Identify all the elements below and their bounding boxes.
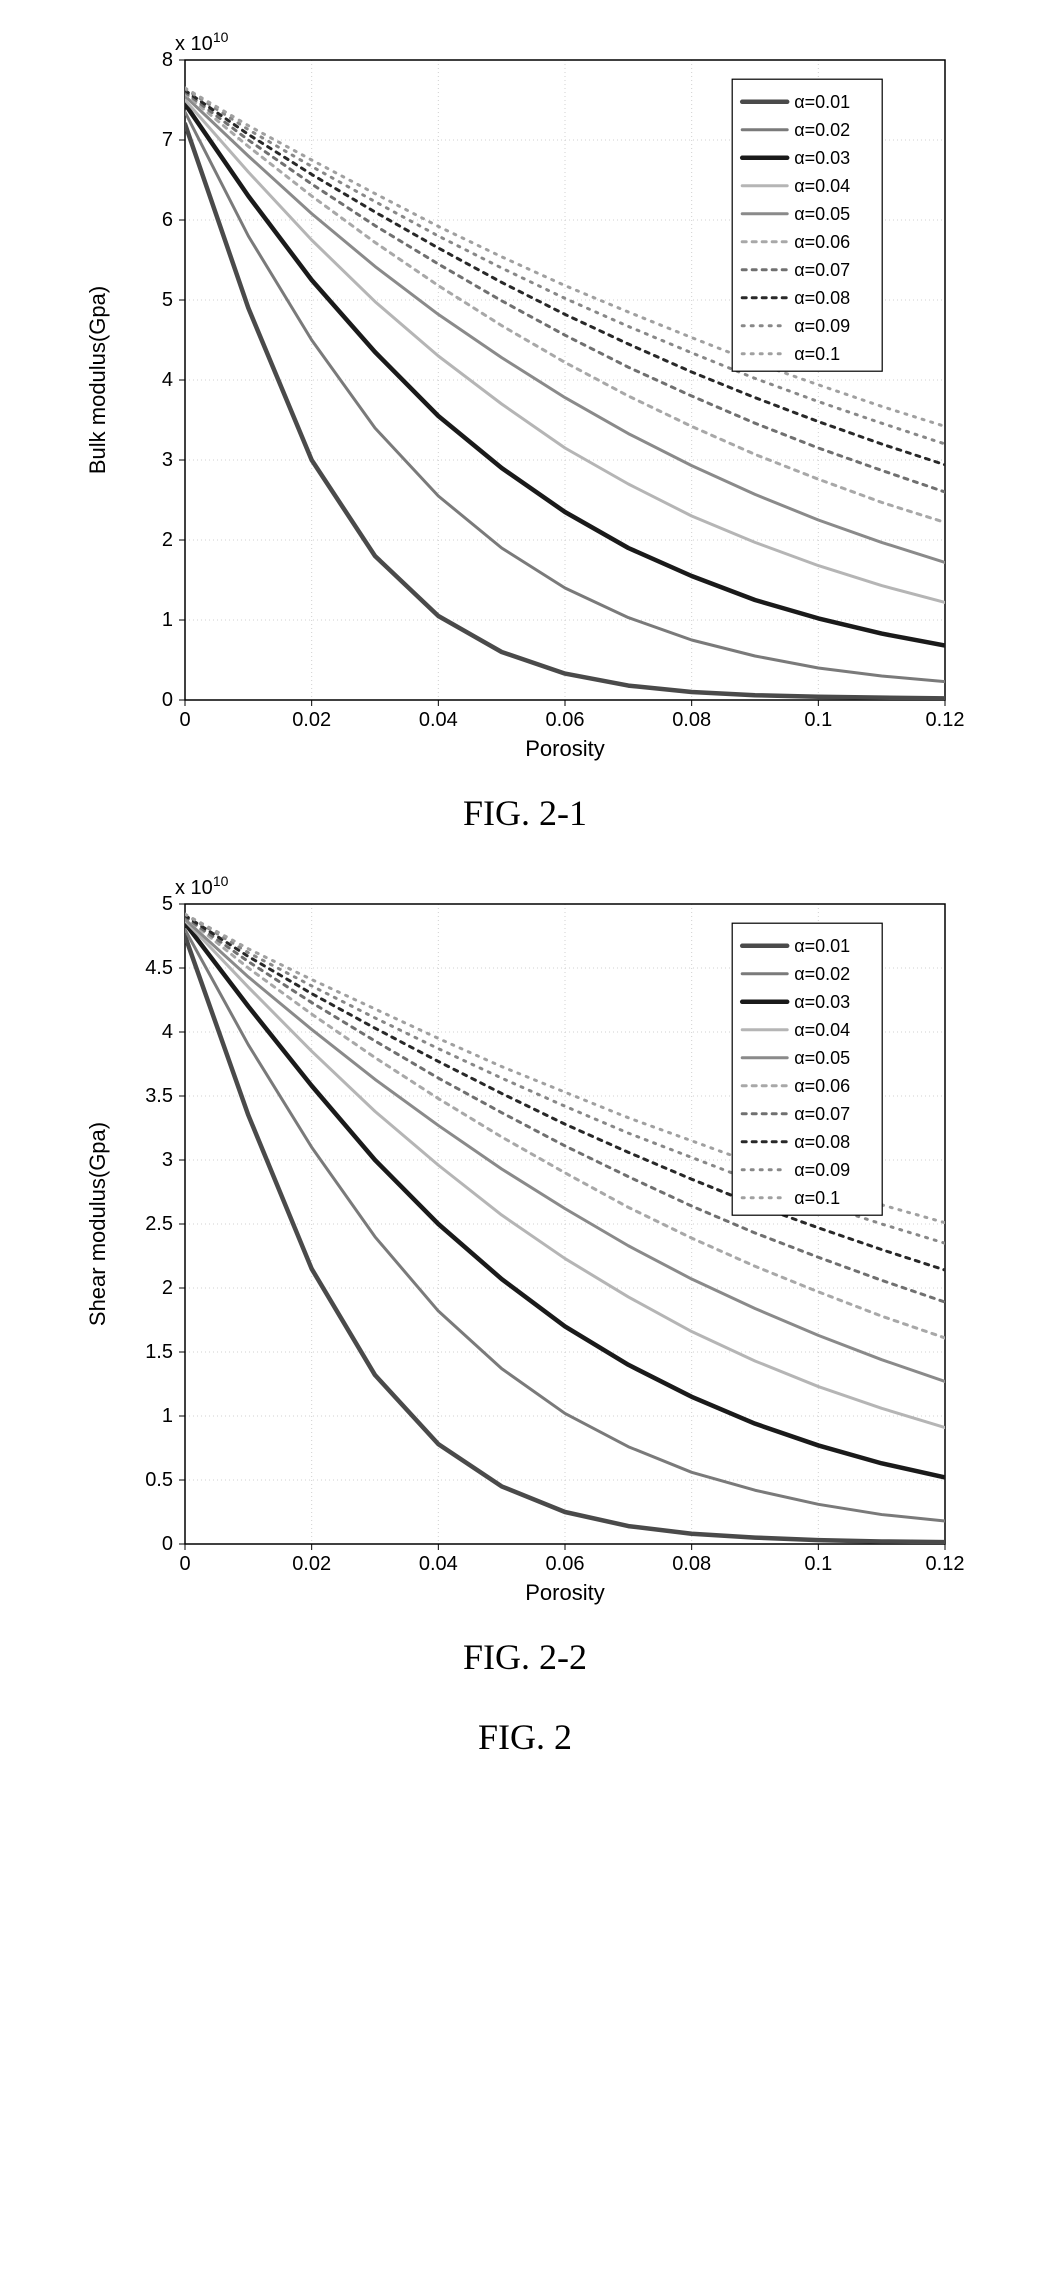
- svg-text:1: 1: [162, 609, 173, 631]
- svg-text:x 1010: x 1010: [175, 873, 229, 899]
- svg-text:1.5: 1.5: [145, 1341, 173, 1363]
- svg-text:0.1: 0.1: [804, 1553, 832, 1575]
- svg-text:0: 0: [162, 1533, 173, 1555]
- svg-text:α=0.06: α=0.06: [794, 232, 850, 252]
- sub-caption-1: FIG. 2-1: [463, 792, 587, 834]
- svg-text:0.02: 0.02: [292, 709, 331, 731]
- svg-text:Porosity: Porosity: [525, 736, 604, 761]
- svg-text:α=0.1: α=0.1: [794, 344, 840, 364]
- svg-text:Bulk modulus(Gpa): Bulk modulus(Gpa): [85, 286, 110, 474]
- svg-text:α=0.08: α=0.08: [794, 1132, 850, 1152]
- svg-text:α=0.04: α=0.04: [794, 176, 850, 196]
- main-caption: FIG. 2: [478, 1716, 572, 1758]
- svg-text:x 1010: x 1010: [175, 29, 229, 55]
- svg-text:α=0.05: α=0.05: [794, 1048, 850, 1068]
- sub-caption-2: FIG. 2-2: [463, 1636, 587, 1678]
- svg-text:5: 5: [162, 289, 173, 311]
- svg-text:α=0.01: α=0.01: [794, 936, 850, 956]
- svg-text:0.08: 0.08: [672, 1553, 711, 1575]
- svg-text:0.06: 0.06: [546, 1553, 585, 1575]
- bulk-modulus-chart: 0 0.02 0.04 0.06 0.08 0.1 0.12 0 1 2 3 4 5 6 7 8x 1010 P…: [75, 20, 975, 780]
- svg-text:α=0.02: α=0.02: [794, 120, 850, 140]
- svg-text:2: 2: [162, 529, 173, 551]
- svg-text:α=0.01: α=0.01: [794, 92, 850, 112]
- svg-text:0.04: 0.04: [419, 1553, 458, 1575]
- svg-text:0.06: 0.06: [546, 709, 585, 731]
- svg-text:α=0.07: α=0.07: [794, 260, 850, 280]
- svg-text:Shear modulus(Gpa): Shear modulus(Gpa): [85, 1122, 110, 1326]
- svg-text:α=0.08: α=0.08: [794, 288, 850, 308]
- svg-text:0: 0: [162, 689, 173, 711]
- svg-text:8: 8: [162, 49, 173, 71]
- svg-text:0.12: 0.12: [926, 709, 965, 731]
- svg-text:α=0.07: α=0.07: [794, 1104, 850, 1124]
- svg-text:α=0.05: α=0.05: [794, 204, 850, 224]
- svg-text:α=0.09: α=0.09: [794, 1160, 850, 1180]
- shear-modulus-chart: 0 0.02 0.04 0.06 0.08 0.1 0.12 0 0.5 1 1.5 2 2.5 3 3.5…: [75, 864, 975, 1624]
- svg-text:Porosity: Porosity: [525, 1580, 604, 1605]
- svg-text:0.5: 0.5: [145, 1469, 173, 1491]
- svg-text:4: 4: [162, 369, 173, 391]
- figure-2-1: 0 0.02 0.04 0.06 0.08 0.1 0.12 0 1 2 3 4 5 6 7 8x 1010 P…: [75, 20, 975, 834]
- svg-text:0.12: 0.12: [926, 1553, 965, 1575]
- svg-text:3: 3: [162, 1149, 173, 1171]
- svg-text:α=0.02: α=0.02: [794, 964, 850, 984]
- svg-text:0.04: 0.04: [419, 709, 458, 731]
- svg-text:7: 7: [162, 129, 173, 151]
- svg-text:α=0.06: α=0.06: [794, 1076, 850, 1096]
- svg-text:4.5: 4.5: [145, 957, 173, 979]
- svg-text:6: 6: [162, 209, 173, 231]
- svg-text:3.5: 3.5: [145, 1085, 173, 1107]
- svg-text:1: 1: [162, 1405, 173, 1427]
- svg-text:0.02: 0.02: [292, 1553, 331, 1575]
- svg-text:0: 0: [179, 1553, 190, 1575]
- figure-2-2: 0 0.02 0.04 0.06 0.08 0.1 0.12 0 0.5 1 1.5 2 2.5 3 3.5…: [75, 864, 975, 1678]
- svg-text:α=0.09: α=0.09: [794, 316, 850, 336]
- svg-text:α=0.1: α=0.1: [794, 1188, 840, 1208]
- svg-text:α=0.04: α=0.04: [794, 1020, 850, 1040]
- svg-text:0.08: 0.08: [672, 709, 711, 731]
- svg-text:0: 0: [179, 709, 190, 731]
- svg-text:5: 5: [162, 893, 173, 915]
- svg-text:2: 2: [162, 1277, 173, 1299]
- svg-text:4: 4: [162, 1021, 173, 1043]
- svg-text:2.5: 2.5: [145, 1213, 173, 1235]
- svg-text:0.1: 0.1: [804, 709, 832, 731]
- svg-text:3: 3: [162, 449, 173, 471]
- svg-text:α=0.03: α=0.03: [794, 992, 850, 1012]
- svg-text:α=0.03: α=0.03: [794, 148, 850, 168]
